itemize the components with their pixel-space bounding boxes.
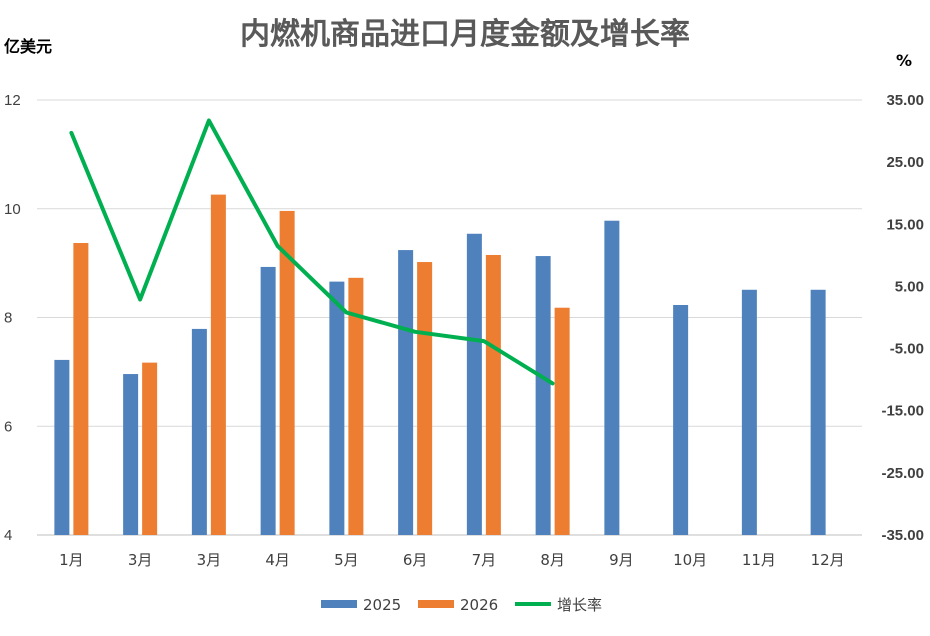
bar-2026 <box>279 210 295 536</box>
left-tick-label: 4 <box>4 527 12 544</box>
right-tick-label: 25.00 <box>886 154 924 171</box>
line-series-path <box>69 118 555 386</box>
bar-2025 <box>398 250 414 535</box>
x-tick-label: 8月 <box>540 551 565 569</box>
gridlines <box>37 99 862 536</box>
bar-2026 <box>210 194 226 536</box>
x-tick-label: 12月 <box>811 551 845 569</box>
bar-2026 <box>142 362 158 535</box>
legend-swatch <box>418 600 454 608</box>
x-tick-label: 4月 <box>265 551 290 569</box>
left-tick-label: 10 <box>4 201 21 218</box>
bars <box>54 194 826 536</box>
right-axis-unit: % <box>896 51 912 70</box>
bar-2025 <box>810 289 826 535</box>
bar-2025 <box>673 304 689 535</box>
right-tick-label: 15.00 <box>886 216 924 233</box>
x-tick-label: 1月 <box>59 551 84 569</box>
right-tick-label: -35.00 <box>881 527 924 544</box>
x-tick-label: 9月 <box>609 551 634 569</box>
bar-2025 <box>260 266 276 535</box>
x-tick-label: 6月 <box>403 551 428 569</box>
bar-2026 <box>417 262 433 535</box>
bar-2025 <box>466 233 482 535</box>
x-tick-label: 5月 <box>334 551 359 569</box>
right-axis-ticks: -35.00 -25.00 -15.00 -5.00 5.00 15.00 25.00 35.… <box>881 92 924 544</box>
legend-label: 增长率 <box>557 596 602 614</box>
bar-2025 <box>604 220 620 535</box>
bar-2025 <box>54 359 70 535</box>
bar-2025 <box>535 256 551 535</box>
x-tick-label: 3月 <box>128 551 153 569</box>
left-tick-label: 6 <box>4 418 12 435</box>
right-tick-label: -5.00 <box>890 341 924 358</box>
legend: 2025 2026 增长率 <box>321 596 602 614</box>
x-tick-label: 3月 <box>197 551 222 569</box>
left-tick-label: 8 <box>4 310 12 327</box>
right-tick-label: -25.00 <box>881 465 924 482</box>
growth-line <box>69 118 555 386</box>
bar-2025 <box>191 328 207 535</box>
right-tick-label: 5.00 <box>895 278 924 295</box>
bar-2026 <box>73 243 89 535</box>
x-tick-label: 7月 <box>472 551 497 569</box>
left-axis-unit: 亿美元 <box>4 37 52 56</box>
bar-2026 <box>348 277 364 535</box>
bar-2026 <box>554 307 570 535</box>
x-tick-label: 11月 <box>742 551 776 569</box>
x-axis-ticks: 1月 3月 3月 4月 5月 6月 7月 8月 9月 10月 11月 12月 <box>59 551 845 569</box>
x-tick-label: 10月 <box>673 551 707 569</box>
chart-title: 内燃机商品进口月度金额及增长率 <box>240 17 690 52</box>
left-tick-label: 12 <box>4 92 21 109</box>
legend-swatch <box>321 600 357 608</box>
legend-label: 2025 <box>363 596 401 614</box>
bar-2025 <box>123 374 139 535</box>
left-axis-ticks: 4 6 8 10 12 <box>4 92 21 544</box>
bar-2026 <box>485 254 501 535</box>
right-tick-label: -15.00 <box>881 403 924 420</box>
bar-2025 <box>329 281 345 535</box>
bar-2025 <box>741 289 757 535</box>
legend-label: 2026 <box>460 596 498 614</box>
right-tick-label: 35.00 <box>886 92 924 109</box>
